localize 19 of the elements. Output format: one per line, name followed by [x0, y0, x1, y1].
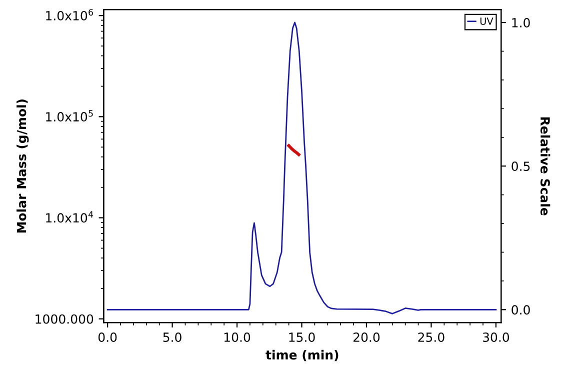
x-tick-label: 15.0: [289, 332, 315, 342]
y-tick-label: 1.0x10$^{4}$: [46, 211, 94, 223]
y2-tick-label: 0.0: [512, 305, 530, 315]
line-series: [287, 144, 300, 156]
x-tick-label: 10.0: [224, 332, 250, 342]
x-axis-title: time (min): [266, 350, 338, 362]
x-tick-label: 5.0: [163, 332, 182, 342]
y-tick-label: 1000.000: [36, 314, 94, 324]
y-tick-label: 1.0x10$^{5}$: [46, 110, 93, 122]
x-tick-label: 20.0: [353, 332, 380, 342]
y-tick-label: 1.0x10$^{6}$: [46, 8, 94, 20]
x-tick-label: 25.0: [418, 332, 444, 342]
y2-tick-label: 0.5: [512, 162, 530, 172]
x-tick-label: 30.0: [482, 332, 510, 342]
y2-axis-title: Relative Scale: [540, 117, 550, 216]
y2-tick-label: 1.0: [512, 18, 530, 28]
x-tick-label: 0.0: [98, 332, 117, 342]
y-axis-title: Molar Mass (g/mol): [16, 100, 29, 233]
legend-label: UV: [480, 18, 494, 25]
